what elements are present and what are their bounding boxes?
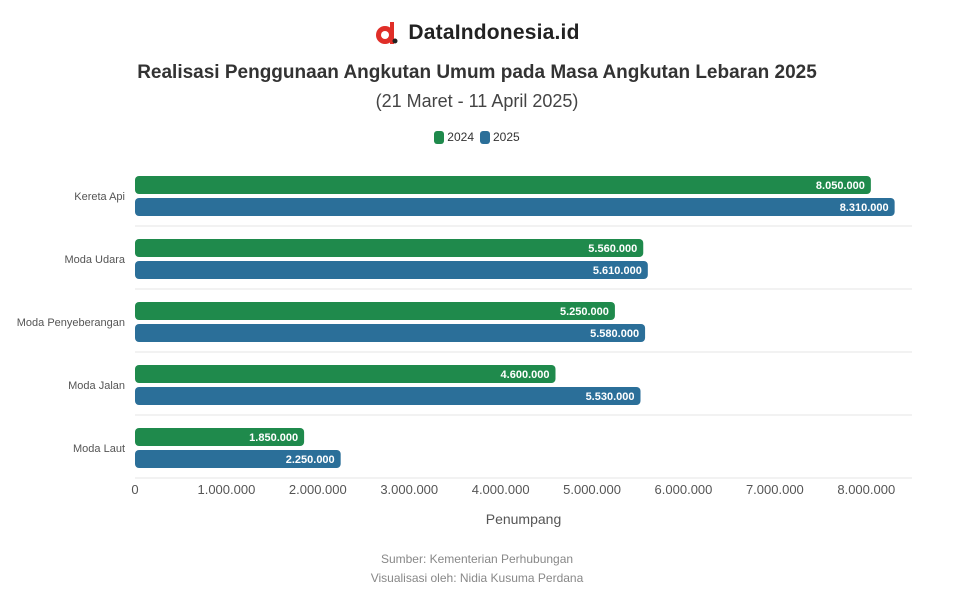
brand-name: DataIndonesia.id — [408, 21, 580, 44]
bar-2024 — [135, 365, 556, 383]
bar-data-label: 5.580.000 — [590, 328, 639, 340]
y-category-label: Kereta Api — [74, 191, 125, 203]
x-tick-label: 4.000.000 — [472, 482, 530, 497]
bar-data-label: 5.530.000 — [586, 391, 635, 403]
bar-data-label: 2.250.000 — [286, 454, 335, 466]
y-category-label: Moda Jalan — [68, 380, 125, 392]
footer-visualized-by: Visualisasi oleh: Nidia Kusuma Perdana — [370, 571, 584, 585]
bar-2024 — [135, 176, 871, 194]
legend-item-2024[interactable]: 2024 — [434, 130, 474, 144]
x-tick-label: 2.000.000 — [289, 482, 347, 497]
y-category-label: Moda Penyeberangan — [17, 317, 125, 329]
x-tick-label: 5.000.000 — [563, 482, 621, 497]
legend-swatch-2025 — [480, 130, 490, 144]
y-category-label: Moda Laut — [73, 443, 125, 455]
dataindonesia-logo-icon — [376, 22, 398, 44]
bar-2025 — [135, 324, 646, 342]
x-tick-label: 3.000.000 — [380, 482, 438, 497]
footer-source: Sumber: Kementerian Perhubungan — [380, 552, 574, 566]
bar-chart: 0 1.000.000 2.000.000 3.000.000 4.000.000 5.0… — [17, 176, 912, 527]
bar-data-label: 8.050.000 — [816, 180, 865, 192]
bar-data-label: 5.250.000 — [560, 306, 609, 318]
x-tick-label: 7.000.000 — [746, 482, 804, 497]
chart-title: Realisasi Penggunaan Angkutan Umum pada … — [137, 62, 817, 83]
bar-2025 — [135, 450, 341, 468]
bar-2025 — [135, 387, 641, 405]
bar-data-label: 4.600.000 — [501, 369, 550, 381]
legend-label-2025: 2025 — [493, 130, 520, 144]
brand-header: DataIndonesia.id — [0, 20, 954, 46]
y-category-label: Moda Udara — [64, 254, 125, 266]
x-tick-label: 1.000.000 — [197, 482, 255, 497]
x-tick-label: 0 — [131, 482, 138, 497]
bar-data-label: 5.610.000 — [593, 265, 642, 277]
bar-data-label: 1.850.000 — [249, 432, 298, 444]
chart-subtitle: (21 Maret - 11 April 2025) — [375, 91, 579, 111]
legend-label-2024: 2024 — [447, 130, 474, 144]
bar-2024 — [135, 302, 615, 320]
x-tick-label: 6.000.000 — [655, 482, 713, 497]
bar-2024 — [135, 239, 644, 257]
legend-item-2025[interactable]: 2025 — [480, 130, 520, 144]
legend-swatch-2024 — [434, 130, 445, 144]
bar-data-label: 5.560.000 — [588, 243, 637, 255]
bar-2024 — [135, 428, 305, 446]
x-axis-label: Penumpang — [486, 511, 562, 527]
chart-legend: 2024 2025 — [0, 130, 954, 144]
bar-2025 — [135, 198, 895, 216]
bar-2025 — [135, 261, 648, 279]
x-tick-label: 8.000.000 — [837, 482, 895, 497]
bar-data-label: 8.310.000 — [840, 202, 889, 214]
